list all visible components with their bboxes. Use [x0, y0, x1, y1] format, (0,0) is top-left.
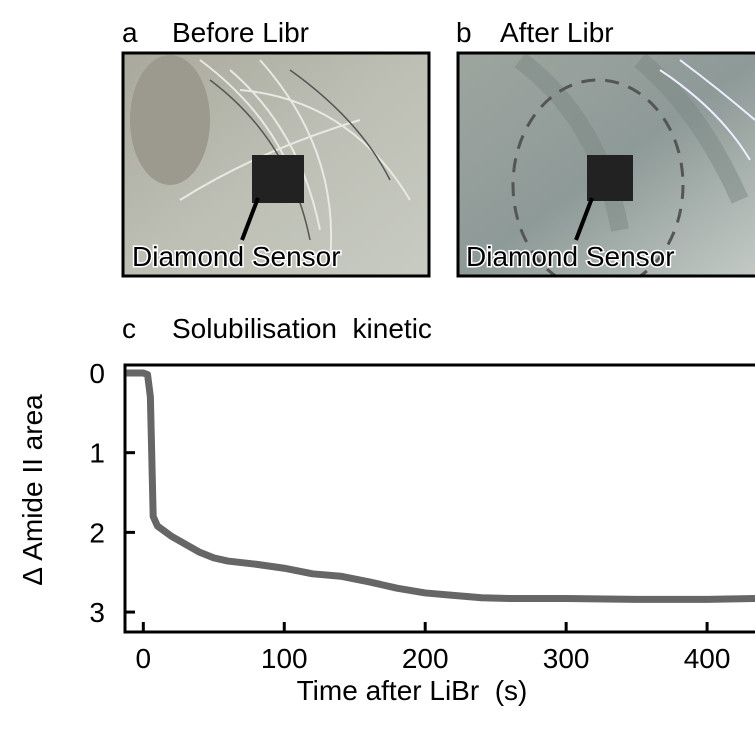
- photo-frame: [456, 51, 755, 278]
- photo-frame: [121, 51, 431, 278]
- x-tick-label: 100: [261, 643, 308, 674]
- pointer: [574, 197, 594, 241]
- y-axis-label: Δ Amide II area: [17, 394, 48, 586]
- chart-title: Solubilisation kinetic: [172, 313, 432, 344]
- panel-title: Before Libr: [172, 17, 309, 48]
- photo: [457, 52, 755, 277]
- y-tick-label: 1: [89, 438, 105, 469]
- panel-letter: c: [122, 313, 136, 344]
- sensor-label: Diamond Sensor: [132, 241, 341, 272]
- x-axis-label: Time after LiBr (s): [297, 675, 528, 706]
- y-tick-label: 2: [89, 517, 105, 548]
- photo: [122, 52, 430, 277]
- pointer: [240, 197, 260, 241]
- panel-letter: a: [122, 17, 138, 48]
- data-line: [126, 369, 755, 603]
- plot-frame: [123, 363, 755, 634]
- x-tick-label: 200: [402, 643, 449, 674]
- sensor-label: Diamond Sensor: [466, 241, 675, 272]
- panel-title: After Libr: [500, 17, 614, 48]
- x-tick-label: 300: [543, 643, 590, 674]
- y-tick-label: 3: [89, 597, 105, 628]
- panel-letter: b: [456, 17, 472, 48]
- x-tick-label: 400: [684, 643, 731, 674]
- y-tick-label: 0: [89, 358, 105, 389]
- x-tick-label: 0: [136, 643, 152, 674]
